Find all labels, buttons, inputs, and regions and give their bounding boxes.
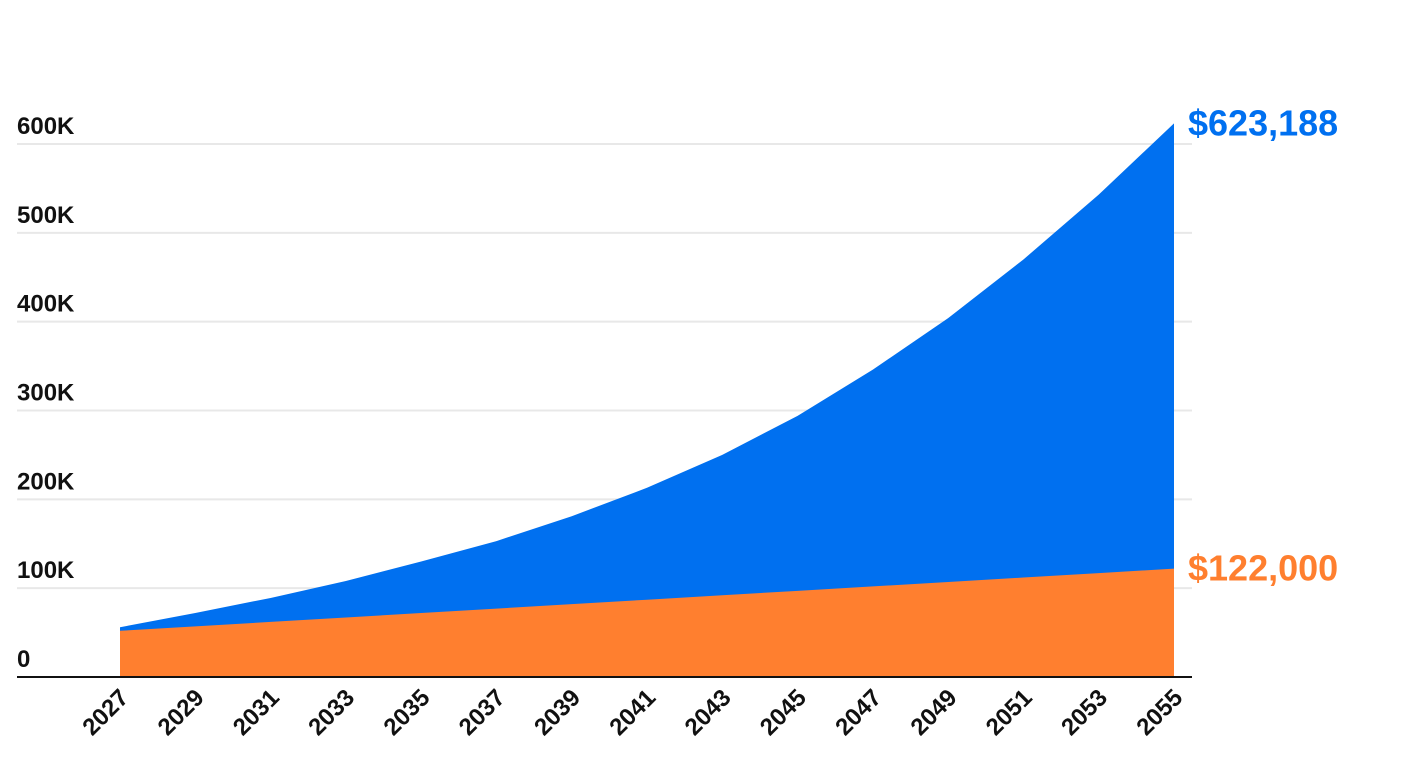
x-tick-label: 2043 (680, 684, 737, 741)
y-tick-label: 200K (17, 468, 75, 495)
x-tick-label: 2051 (981, 684, 1038, 741)
area (120, 568, 1174, 677)
x-tick-label: 2035 (379, 684, 436, 741)
y-tick-label: 300K (17, 380, 75, 407)
y-tick-label: 600K (17, 113, 75, 140)
x-tick-label: 2047 (830, 684, 887, 741)
x-tick-label: 2029 (153, 684, 210, 741)
x-tick-label: 2033 (303, 684, 360, 741)
x-tick-label: 2041 (604, 684, 661, 741)
x-tick-label: 2039 (529, 684, 586, 741)
x-tick-label: 2045 (755, 684, 812, 741)
x-tick-label: 2031 (228, 684, 285, 741)
x-tick-label: 2053 (1056, 684, 1113, 741)
x-tick-label: 2037 (454, 684, 511, 741)
y-tick-label: 0 (17, 646, 30, 673)
x-tick-label: 2027 (77, 684, 134, 741)
x-tick-label: 2049 (906, 684, 963, 741)
x-tick-label: 2055 (1131, 684, 1188, 741)
y-tick-label: 400K (17, 291, 75, 318)
y-tick-label: 100K (17, 557, 75, 584)
y-tick-label: 500K (17, 202, 75, 229)
area (120, 123, 1174, 678)
value-label: $122,000 (1188, 548, 1338, 589)
value-label: $623,188 (1188, 102, 1338, 143)
